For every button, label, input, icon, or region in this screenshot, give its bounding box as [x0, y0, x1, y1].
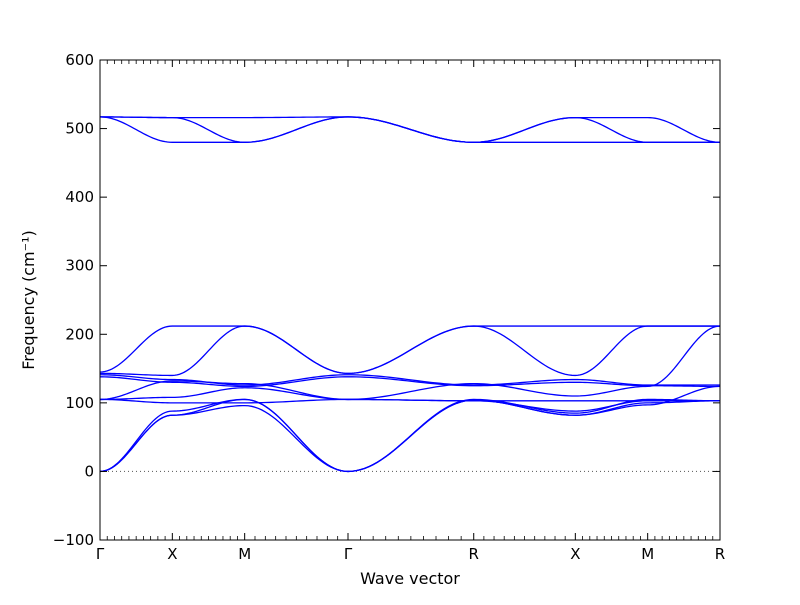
band-line-5: [99, 325, 720, 377]
band-line-8: [99, 325, 721, 401]
band-line-12: [99, 385, 721, 473]
y-axis-label: Frequency (cm⁻¹): [19, 230, 38, 369]
x-tick-label: R: [469, 545, 479, 563]
x-tick-label: X: [167, 545, 177, 563]
y-tick-label: 600: [65, 51, 94, 69]
plot-area: [99, 116, 721, 473]
x-axis-label: Wave vector: [360, 569, 460, 588]
x-tick-label: M: [641, 545, 654, 563]
y-tick-label: 300: [65, 257, 94, 275]
y-tick-label: −100: [53, 531, 94, 549]
x-tick-label: M: [238, 545, 251, 563]
x-tick-label: Γ: [344, 545, 353, 563]
y-axis-ticks: −100 0 100 200 300 400 500 600: [53, 51, 720, 549]
y-tick-label: 400: [65, 188, 94, 206]
band-line-13: [99, 398, 721, 473]
x-tick-label: Γ: [96, 545, 105, 563]
band-line-7: [99, 376, 720, 388]
band-line-3: [99, 116, 720, 143]
band-line-6: [99, 374, 720, 386]
y-tick-label: 100: [65, 394, 94, 412]
x-tick-label: X: [570, 545, 580, 563]
plot-frame: [99, 59, 721, 541]
y-tick-label: 200: [65, 325, 94, 343]
x-tick-label: R: [715, 545, 725, 563]
y-tick-label: 500: [65, 120, 94, 138]
band-line-11: [99, 398, 720, 473]
y-tick-label: 0: [84, 462, 94, 480]
